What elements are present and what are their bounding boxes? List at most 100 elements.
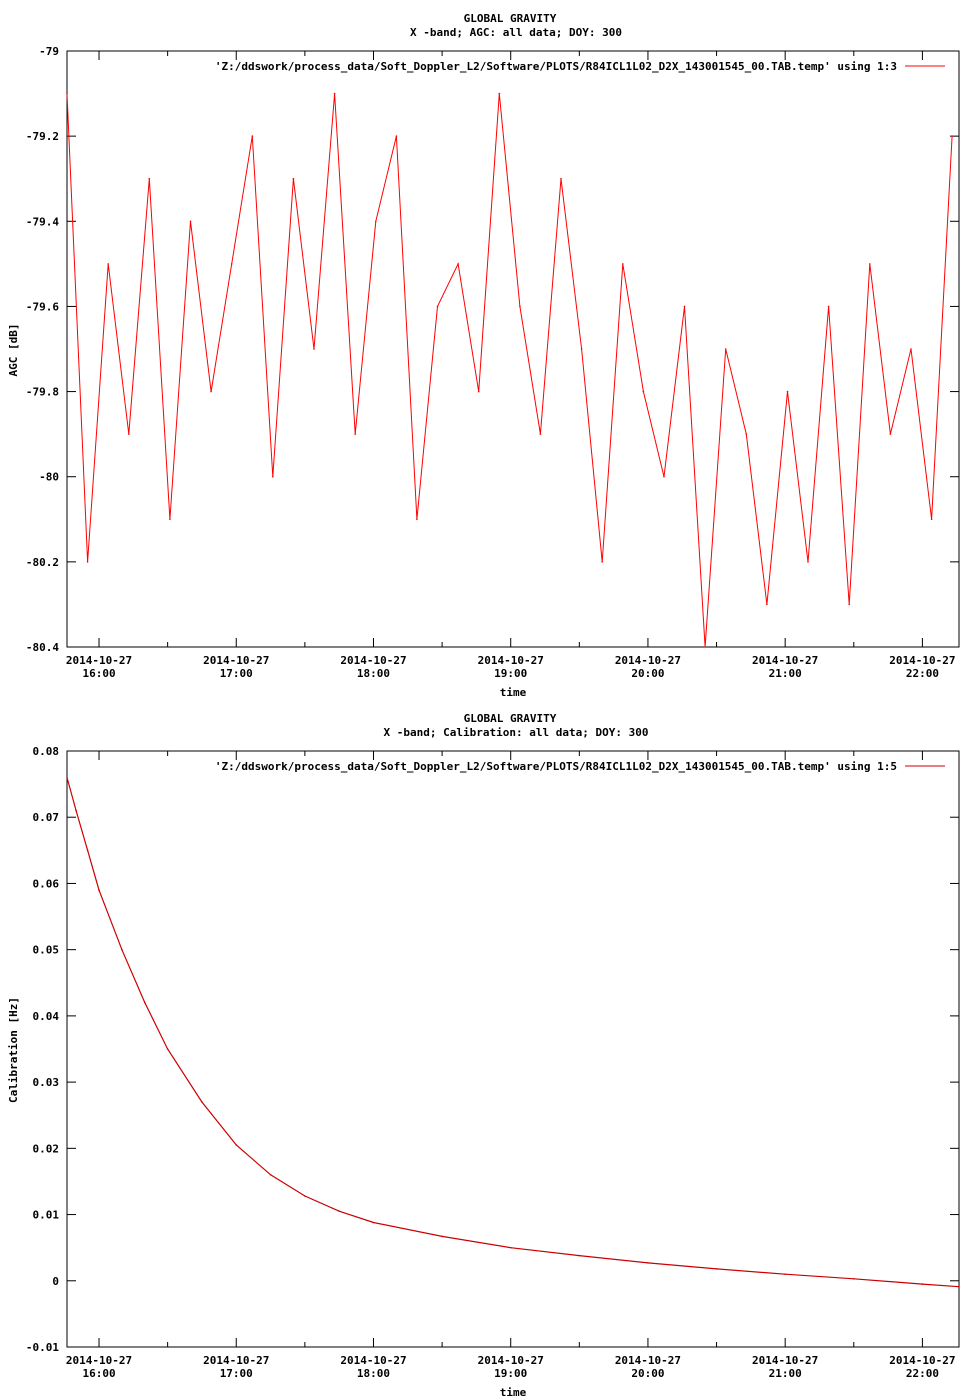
agc-ytick-label: -79.8 [26,386,59,399]
agc-xtick-date-label: 2014-10-27 [752,654,818,667]
calibration-data-point [144,1001,146,1004]
calibration-ytick-label: 0.07 [33,811,60,824]
agc-data-point [766,603,768,606]
agc-chart-subtitle: X -band; AGC: all data; DOY: 300 [410,26,622,39]
agc-xtick-time-label: 18:00 [357,667,390,680]
agc-ytick-label: -80.2 [26,556,59,569]
agc-x-axis-label: time [500,686,527,699]
calibration-xtick-time-label: 18:00 [357,1367,390,1380]
calibration-data-point [235,1144,238,1146]
agc-plot-frame [66,50,960,648]
calibration-y-axis: -0.01 0 0.01 0.02 0.03 0.04 0.05 0.06 0.07 0.08 [26,745,959,1354]
calibration-ytick-label: 0.06 [33,877,60,890]
agc-series [66,92,953,648]
agc-data-point [210,390,212,393]
calibration-chart-title: GLOBAL GRAVITY [464,712,557,725]
calibration-ytick-label: -0.01 [26,1341,59,1354]
calibration-data-point [853,1278,855,1280]
calibration-data-point [509,1246,512,1249]
agc-y-axis-label: AGC [dB] [7,324,20,377]
agc-xtick-time-label: 22:00 [906,667,939,680]
calibration-xtick-time-label: 22:00 [906,1367,939,1380]
calibration-ytick-label: 0.05 [33,944,60,957]
calibration-data-point [166,1048,169,1050]
calibration-ytick-label: 0.08 [33,745,60,758]
agc-data-point [745,433,748,435]
agc-data-point [375,220,377,223]
agc-x-axis: 2014-10-2716:002014-10-2717:002014-10-27… [66,51,956,680]
agc-data-point [189,220,192,223]
agc-data-point [148,177,151,180]
calibration-legend-label: 'Z:/ddswork/process_data/Soft_Doppler_L2… [215,760,897,773]
agc-data-point [869,263,871,265]
agc-data-point [313,348,315,350]
agc-ytick-label: -80 [39,471,59,484]
agc-data-point [292,177,295,180]
agc-chart-title: GLOBAL GRAVITY [464,12,557,25]
agc-data-point [416,518,418,521]
calibration-chart-subtitle: X -band; Calibration: all data; DOY: 300 [384,726,649,739]
agc-xtick-time-label: 17:00 [220,667,253,680]
agc-data-point [519,305,521,308]
agc-xtick-date-label: 2014-10-27 [203,654,269,667]
agc-data-point [333,92,336,95]
agc-ytick-label: -79 [39,45,59,58]
agc-data-point [580,348,583,350]
agc-data-point [354,433,357,435]
calibration-data-point [121,948,123,951]
calibration-data-point [304,1195,306,1197]
calibration-xtick-date-label: 2014-10-27 [340,1354,406,1367]
calibration-data-point [958,1285,960,1288]
calibration-data-point [784,1273,786,1275]
calibration-data-point [269,1174,272,1176]
calibration-ytick-label: 0.04 [33,1010,60,1023]
agc-data-point [230,263,233,265]
agc-xtick-date-label: 2014-10-27 [66,654,132,667]
calibration-xtick-date-label: 2014-10-27 [889,1354,955,1367]
calibration-series [66,776,960,1288]
agc-data-point [807,561,809,563]
agc-data-point [704,646,706,648]
calibration-data-point [75,809,77,812]
agc-xtick-date-label: 2014-10-27 [615,654,681,667]
agc-data-point [951,135,953,137]
calibration-ytick-label: 0 [52,1275,59,1288]
calibration-data-point [98,889,100,891]
calibration-data-point [441,1235,443,1238]
calibration-data-point [372,1221,375,1224]
calibration-xtick-date-label: 2014-10-27 [66,1354,132,1367]
calibration-data-point [647,1262,649,1264]
calibration-ytick-label: 0.01 [33,1209,60,1222]
agc-y-axis: -79 -79.2 -79.4 -79.6 -79.8 -80 -80.2 -80.4 [26,45,959,654]
agc-data-point [66,92,68,95]
agc-xtick-time-label: 16:00 [82,667,115,680]
agc-data-point [457,263,459,265]
agc-chart: GLOBAL GRAVITY X -band; AGC: all data; D… [7,12,960,699]
agc-data-point [786,390,789,393]
calibration-data-point [578,1254,581,1257]
agc-data-point [169,518,171,521]
agc-xtick-date-label: 2014-10-27 [340,654,406,667]
agc-data-point [498,92,501,95]
agc-xtick-time-label: 21:00 [769,667,802,680]
agc-xtick-date-label: 2014-10-27 [478,654,544,667]
agc-data-point [663,475,665,478]
agc-data-point [436,305,439,308]
agc-xtick-time-label: 19:00 [494,667,527,680]
calibration-xtick-date-label: 2014-10-27 [752,1354,818,1367]
agc-data-point [477,390,480,393]
agc-data-point [889,433,892,435]
calibration-data-point [86,849,89,852]
agc-data-point [251,135,254,137]
agc-data-point [395,135,398,137]
agc-ytick-label: -79.6 [26,300,59,313]
agc-data-point [827,305,830,308]
calibration-data-point [715,1268,718,1270]
agc-data-point [539,433,542,435]
agc-data-point [848,603,850,606]
calibration-xtick-date-label: 2014-10-27 [615,1354,681,1367]
calibration-data-point [201,1101,203,1103]
agc-xtick-date-label: 2014-10-27 [889,654,955,667]
agc-data-point [724,348,727,350]
